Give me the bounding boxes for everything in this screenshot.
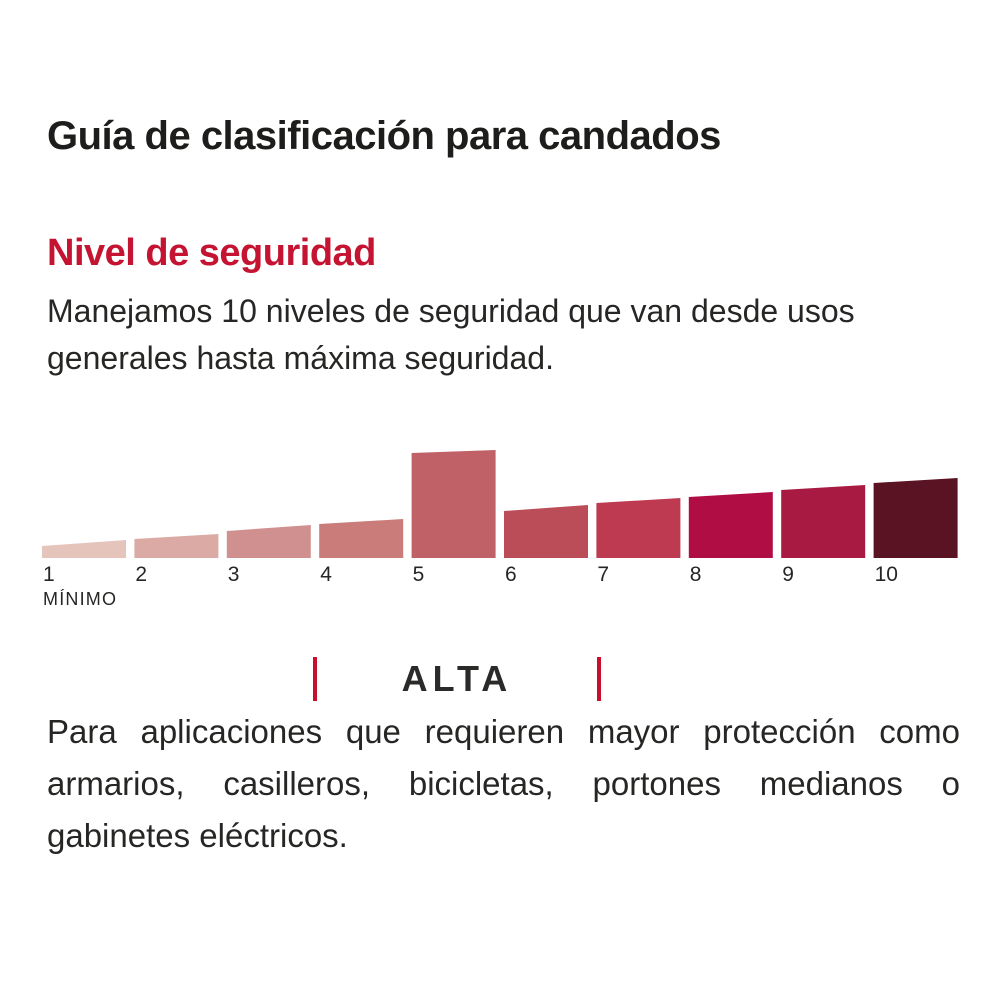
alta-range-indicator: ALTA — [313, 657, 601, 701]
minimum-label: MÍNIMO — [43, 589, 118, 609]
security-level-chart: 1 2 3 4 5 6 7 8 9 10 MÍNIMO — [42, 448, 958, 618]
page-title: Guía de clasificación para candados — [47, 114, 721, 158]
range-label: ALTA — [401, 658, 513, 699]
level-label-2: 2 — [135, 563, 148, 586]
level-bar-5 — [411, 450, 496, 558]
level-bar-7 — [596, 498, 681, 558]
level-label-10: 10 — [874, 563, 898, 586]
range-start-tick — [313, 657, 317, 701]
level-label-5: 5 — [412, 563, 425, 586]
level-bar-2 — [134, 534, 219, 558]
level-bar-9 — [781, 485, 866, 558]
level-label-4: 4 — [320, 563, 332, 586]
level-label-1: 1 — [43, 563, 55, 586]
level-label-9: 9 — [782, 563, 794, 586]
level-bar-4 — [319, 519, 404, 558]
level-bar-6 — [504, 505, 588, 558]
intro-text: Manejamos 10 niveles de seguridad que va… — [47, 293, 855, 376]
level-bar-1 — [42, 540, 126, 558]
level-label-7: 7 — [597, 563, 610, 586]
section-heading: Nivel de seguridad — [47, 232, 376, 274]
level-bar-10 — [873, 478, 958, 558]
bar-series — [42, 450, 958, 558]
level-bar-8 — [688, 492, 773, 558]
level-label-8: 8 — [689, 563, 702, 586]
level-label-6: 6 — [505, 563, 517, 586]
level-label-3: 3 — [227, 563, 240, 586]
range-end-tick — [596, 657, 601, 701]
level-bar-3 — [226, 525, 311, 558]
applications-text: Para aplicaciones que requieren mayor pr… — [47, 713, 960, 854]
